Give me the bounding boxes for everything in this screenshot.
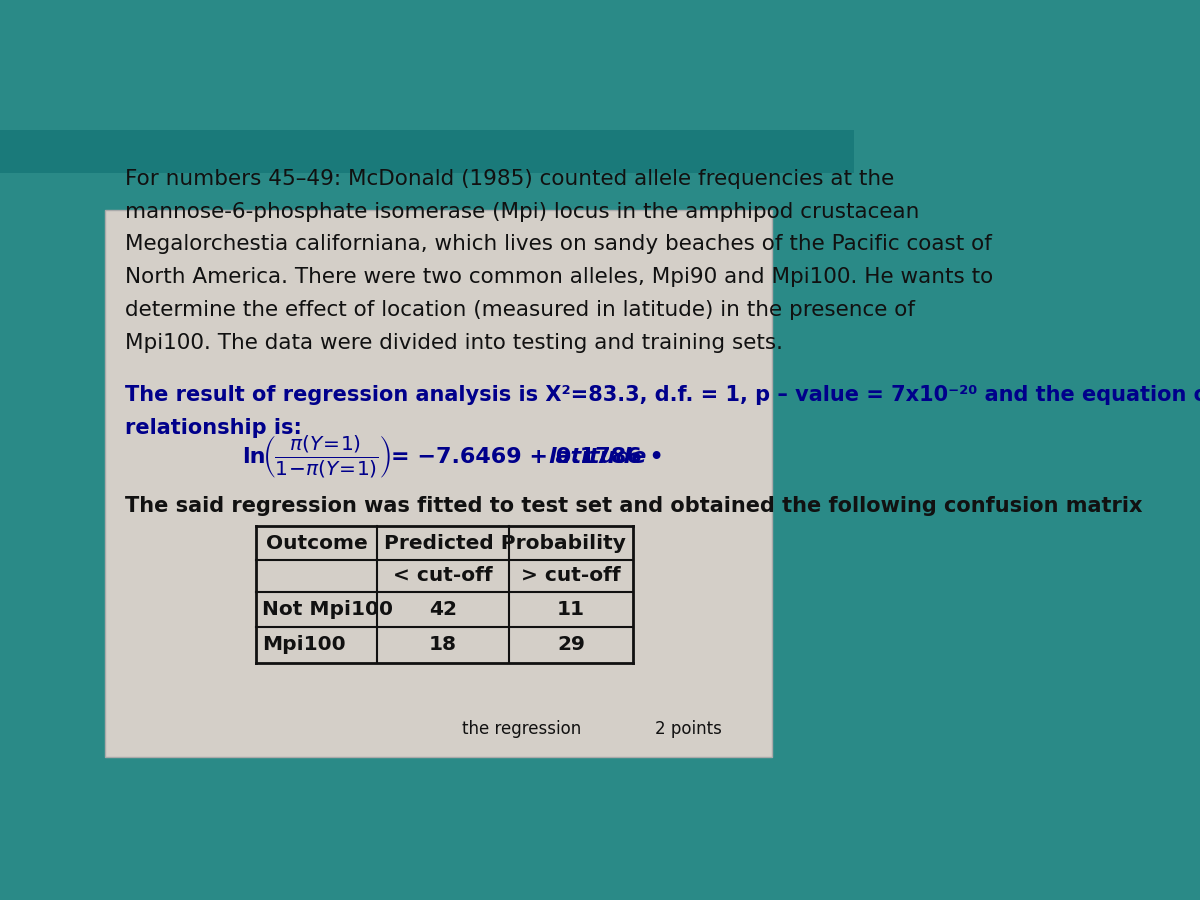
Text: 2 points: 2 points xyxy=(654,720,721,738)
Text: For numbers 45–49: McDonald (1985) counted allele frequencies at the: For numbers 45–49: McDonald (1985) count… xyxy=(125,169,894,189)
Text: 11: 11 xyxy=(557,600,584,619)
Text: 29: 29 xyxy=(557,635,584,654)
Text: = −7.6469 + 0.1786 •: = −7.6469 + 0.1786 • xyxy=(391,447,672,467)
Text: Mpi100. The data were divided into testing and training sets.: Mpi100. The data were divided into testi… xyxy=(125,333,782,353)
Text: 18: 18 xyxy=(428,635,457,654)
Text: North America. There were two common alleles, Mpi90 and Mpi100. He wants to: North America. There were two common all… xyxy=(125,267,992,287)
Text: The said regression was fitted to test set and obtained the following confusion : The said regression was fitted to test s… xyxy=(125,496,1142,517)
Text: determine the effect of location (measured in latitude) in the presence of: determine the effect of location (measur… xyxy=(125,300,914,319)
Text: > cut-off: > cut-off xyxy=(521,566,620,585)
Text: < cut-off: < cut-off xyxy=(394,566,493,585)
Bar xyxy=(0,130,853,173)
Text: Outcome: Outcome xyxy=(265,534,367,553)
Text: Megalorchestia californiana, which lives on sandy beaches of the Pacific coast o: Megalorchestia californiana, which lives… xyxy=(125,234,991,255)
Polygon shape xyxy=(106,210,772,757)
Text: latitude: latitude xyxy=(548,447,646,467)
Text: The result of regression analysis is X²=83.3, d.f. = 1, p – value = 7x10⁻²⁰ and : The result of regression analysis is X²=… xyxy=(125,385,1200,405)
Text: relationship is:: relationship is: xyxy=(125,418,301,438)
Text: Mpi100: Mpi100 xyxy=(262,635,346,654)
Text: 42: 42 xyxy=(428,600,457,619)
Text: ln: ln xyxy=(242,447,265,467)
Text: Predicted Probability: Predicted Probability xyxy=(384,534,626,553)
Text: the regression: the regression xyxy=(462,720,582,738)
Text: $\left(\dfrac{\pi(Y\!=\!1)}{1\!-\!\pi(Y\!=\!1)}\right)$: $\left(\dfrac{\pi(Y\!=\!1)}{1\!-\!\pi(Y\… xyxy=(262,434,391,481)
Text: Not Mpi100: Not Mpi100 xyxy=(262,600,392,619)
Text: mannose-6-phosphate isomerase (Mpi) locus in the amphipod crustacean: mannose-6-phosphate isomerase (Mpi) locu… xyxy=(125,202,919,221)
